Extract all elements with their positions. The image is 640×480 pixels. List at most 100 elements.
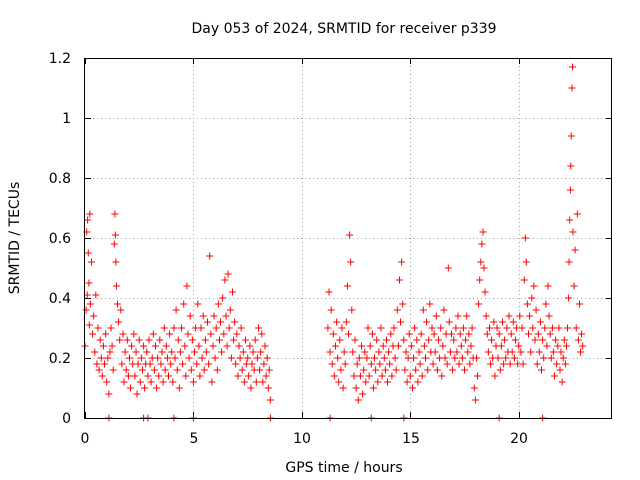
data-point [95, 366, 103, 374]
data-point [577, 348, 585, 356]
data-point [449, 366, 457, 374]
data-point [221, 276, 229, 284]
data-point [219, 294, 227, 302]
data-point [86, 300, 94, 308]
data-point [115, 318, 123, 326]
data-point [394, 342, 402, 350]
data-point [465, 330, 473, 338]
data-point [563, 342, 570, 350]
data-point [349, 348, 357, 356]
data-point [251, 336, 259, 344]
data-point [450, 336, 458, 344]
data-point [437, 324, 445, 332]
data-point [477, 258, 485, 266]
data-point [396, 276, 403, 284]
data-point [527, 348, 535, 356]
y-tick-label-1-2: 1.2 [49, 51, 71, 67]
data-point [573, 210, 581, 218]
data-point [533, 360, 541, 368]
data-point [169, 378, 177, 386]
data-point [493, 324, 501, 332]
data-point [176, 348, 184, 356]
data-point [144, 372, 152, 380]
data-point [186, 312, 194, 320]
data-point [117, 306, 125, 314]
data-point [430, 330, 438, 338]
data-point [426, 300, 434, 308]
data-point [459, 324, 467, 332]
x-tick-label-20: 20 [510, 431, 528, 447]
y-tick-label-0-4: 0.4 [49, 291, 71, 307]
data-point [471, 396, 479, 404]
data-point [539, 336, 547, 344]
data-point [377, 324, 385, 332]
data-point [409, 384, 416, 392]
data-point [338, 324, 346, 332]
data-point [355, 354, 363, 362]
data-point [205, 360, 213, 368]
data-point [141, 384, 149, 392]
data-point [579, 342, 587, 350]
data-point [229, 288, 236, 296]
data-point [518, 324, 526, 332]
data-point [530, 282, 538, 290]
data-point [448, 330, 455, 338]
data-point [384, 378, 391, 386]
data-point [336, 336, 344, 344]
data-point [432, 312, 440, 320]
data-point [570, 282, 578, 290]
data-point [351, 336, 359, 344]
data-point [189, 378, 197, 386]
data-point [188, 336, 196, 344]
data-point [124, 372, 132, 380]
data-point [483, 330, 491, 338]
data-point [123, 336, 131, 344]
data-point [197, 324, 205, 332]
data-point [505, 312, 513, 320]
data-point [85, 279, 93, 287]
data-point [206, 252, 214, 260]
data-point [414, 378, 422, 386]
data-point [381, 366, 389, 374]
data-point [522, 258, 530, 266]
x-tick-label-15: 15 [402, 431, 420, 447]
data-point [507, 330, 515, 338]
data-point [578, 330, 586, 338]
data-point [178, 324, 185, 332]
data-point [366, 342, 374, 350]
data-point [462, 336, 470, 344]
data-point [216, 336, 223, 344]
data-point [407, 342, 415, 350]
data-point [328, 360, 336, 368]
data-point [353, 360, 361, 368]
data-point [263, 354, 271, 362]
data-point [517, 348, 525, 356]
data-point [576, 300, 583, 308]
data-point [512, 336, 519, 344]
data-point [540, 354, 548, 362]
data-point [479, 228, 487, 236]
data-point [379, 342, 387, 350]
data-point [467, 342, 475, 350]
data-point [96, 336, 104, 344]
data-point [365, 372, 373, 380]
grid-lines [85, 58, 612, 418]
data-point [398, 258, 406, 266]
data-point [170, 324, 178, 332]
data-point [433, 366, 441, 374]
data-point [544, 282, 552, 290]
plot-frame [84, 58, 612, 419]
data-point [224, 270, 232, 278]
data-point [244, 354, 252, 362]
data-point [211, 354, 219, 362]
data-point [411, 324, 419, 332]
data-point [184, 330, 192, 338]
data-point [406, 372, 414, 380]
data-point [101, 360, 108, 368]
data-point [569, 228, 577, 236]
data-point [261, 342, 269, 350]
data-point [154, 354, 162, 362]
data-point [475, 300, 483, 308]
data-point [240, 378, 248, 386]
